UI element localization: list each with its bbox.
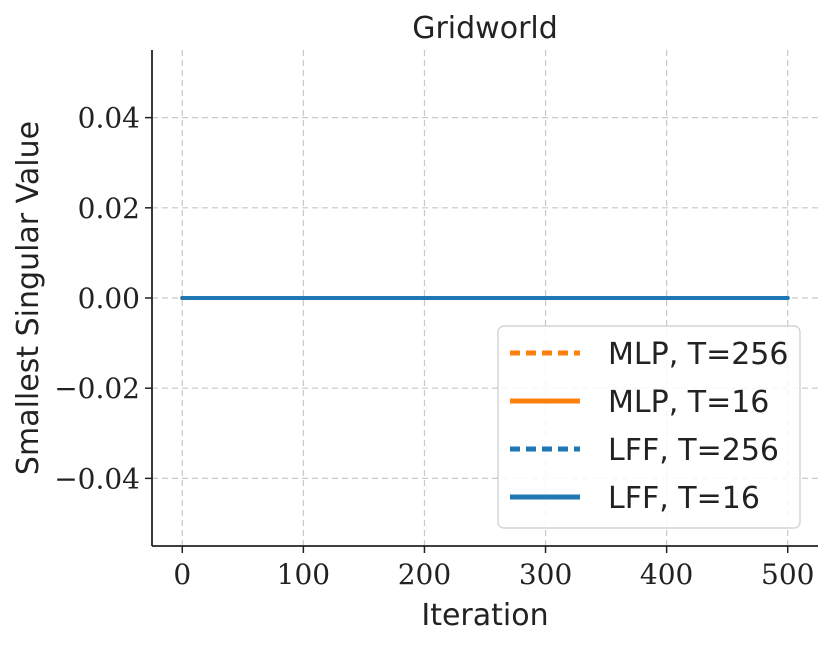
legend-label: LFF, T=256 — [608, 433, 779, 468]
y-ticks: −0.04 −0.02 0.00 0.02 0.04 — [54, 102, 152, 495]
x-tick-label: 400 — [640, 558, 693, 591]
legend-label: MLP, T=16 — [608, 385, 769, 420]
y-tick-label: 0.04 — [78, 102, 140, 135]
y-axis-label: Smallest Singular Value — [11, 121, 46, 475]
y-tick-label: 0.02 — [78, 192, 140, 225]
x-ticks: 0 100 200 300 400 500 — [173, 546, 814, 591]
chart-title: Gridworld — [412, 11, 558, 46]
x-tick-label: 500 — [761, 558, 814, 591]
x-axis-label: Iteration — [421, 598, 548, 633]
legend-label: MLP, T=256 — [608, 337, 788, 372]
legend-label: LFF, T=16 — [608, 481, 760, 516]
x-tick-label: 100 — [277, 558, 330, 591]
x-tick-label: 300 — [519, 558, 572, 591]
y-tick-label: 0.00 — [78, 282, 140, 315]
y-tick-label: −0.04 — [54, 462, 140, 495]
y-tick-label: −0.02 — [54, 372, 140, 405]
legend: MLP, T=256 MLP, T=16 LFF, T=256 LFF, T=16 — [497, 325, 801, 529]
legend-box — [497, 325, 801, 529]
x-tick-label: 0 — [173, 558, 191, 591]
x-tick-label: 200 — [398, 558, 451, 591]
